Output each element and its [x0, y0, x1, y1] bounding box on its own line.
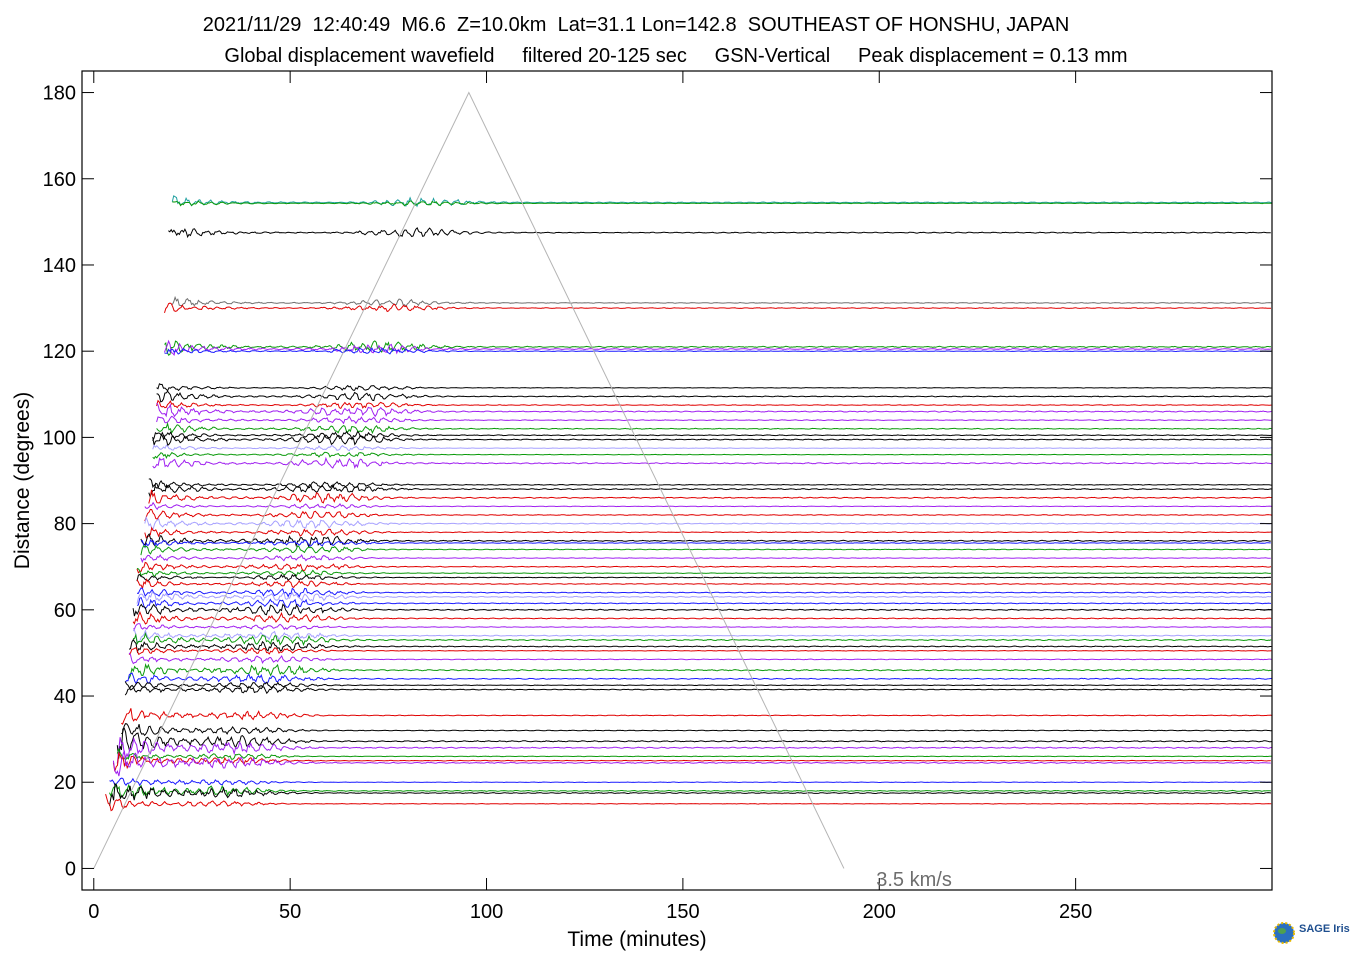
trace-40	[132, 629, 1272, 643]
trace-14	[152, 430, 1272, 442]
trace-17	[152, 451, 1272, 460]
trace-27	[140, 539, 1271, 549]
trace-53	[116, 747, 1273, 761]
y-tick-label: 180	[43, 83, 76, 105]
trace-52	[116, 736, 1272, 764]
y-axis: 0 20 40 60 80 100 120 140 160 180	[43, 83, 1272, 880]
chart-subtitle: Global displacement wavefield filtered 2…	[224, 45, 1128, 67]
trace-36	[136, 596, 1272, 610]
trace-49	[121, 708, 1272, 725]
x-tick-label: 250	[1059, 901, 1092, 923]
x-tick-label: 50	[279, 901, 301, 923]
y-tick-label: 100	[43, 427, 76, 449]
trace-42	[128, 638, 1272, 654]
trace-22	[144, 501, 1273, 511]
trace-57	[109, 783, 1272, 798]
chart-title: 2021/11/29 12:40:49 M6.6 Z=10.0km Lat=31…	[202, 14, 1070, 36]
x-axis: 0 50 100 150 200 250	[88, 71, 1092, 923]
trace-33	[136, 578, 1272, 590]
trace-47	[124, 681, 1272, 691]
trace-2	[168, 227, 1271, 239]
y-tick-label: 60	[54, 600, 76, 622]
trace-group	[105, 195, 1273, 812]
y-tick-label: 20	[54, 772, 76, 794]
trace-3	[171, 295, 1273, 308]
trace-31	[136, 567, 1272, 577]
trace-44	[128, 652, 1272, 665]
trace-9	[156, 390, 1272, 403]
trace-37	[132, 603, 1272, 617]
reference-line-3.5kms	[93, 91, 845, 869]
trace-59	[105, 793, 1272, 812]
trace-45	[128, 662, 1272, 679]
y-tick-label: 160	[43, 169, 76, 191]
trace-13	[156, 421, 1272, 435]
x-tick-label: 150	[666, 901, 699, 923]
trace-23	[144, 508, 1273, 522]
trace-34	[136, 587, 1272, 599]
trace-15	[152, 431, 1272, 447]
trace-54	[112, 751, 1271, 772]
trace-38	[132, 610, 1272, 625]
trace-4	[164, 302, 1272, 314]
trace-28	[140, 544, 1271, 556]
trace-24	[144, 515, 1273, 531]
velocity-annotation: 3.5 km/s	[876, 869, 952, 891]
y-tick-label: 80	[54, 514, 76, 536]
trace-50	[121, 723, 1272, 737]
sage-iris-logo: SAGE Iris	[1272, 919, 1356, 947]
trace-19	[148, 478, 1272, 489]
trace-12	[156, 415, 1272, 425]
x-axis-label: Time (minutes)	[567, 928, 706, 951]
trace-10	[156, 399, 1272, 410]
trace-11	[156, 402, 1272, 418]
plot-frame	[81, 70, 1273, 891]
trace-25	[144, 526, 1273, 539]
trace-29	[140, 553, 1271, 564]
trace-55	[112, 750, 1271, 777]
trace-30	[136, 561, 1272, 574]
y-tick-label: 40	[54, 686, 76, 708]
trace-8	[156, 383, 1272, 392]
x-tick-label: 200	[863, 901, 896, 923]
trace-56	[109, 777, 1271, 787]
trace-32	[136, 573, 1272, 582]
trace-48	[124, 684, 1272, 696]
trace-39	[132, 623, 1272, 631]
y-tick-label: 120	[43, 341, 76, 363]
y-tick-label: 0	[65, 858, 76, 880]
trace-20	[148, 482, 1272, 498]
trace-58	[109, 782, 1272, 806]
trace-7	[164, 347, 1271, 355]
x-tick-label: 0	[88, 901, 99, 923]
trace-1	[172, 200, 1273, 207]
trace-6	[164, 339, 1272, 356]
trace-16	[152, 444, 1272, 452]
trace-51	[116, 727, 1273, 759]
trace-46	[124, 672, 1272, 685]
x-tick-label: 100	[470, 901, 503, 923]
y-tick-label: 140	[43, 255, 76, 277]
trace-35	[136, 591, 1272, 604]
globe-icon	[1273, 922, 1295, 944]
trace-21	[148, 489, 1272, 504]
trace-5	[164, 340, 1272, 356]
trace-18	[152, 456, 1272, 469]
trace-26	[140, 532, 1271, 548]
trace-43	[128, 647, 1272, 656]
y-axis-label: Distance (degrees)	[11, 392, 34, 569]
logo-text: SAGE Iris	[1299, 923, 1350, 935]
trace-41	[132, 632, 1272, 647]
trace-0	[171, 195, 1273, 208]
